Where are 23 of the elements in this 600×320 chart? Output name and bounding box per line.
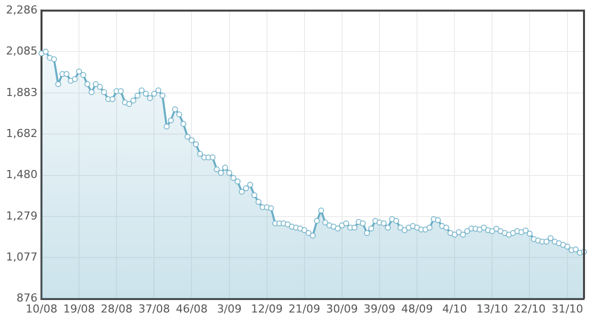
x-tick-label: 48/09	[401, 302, 433, 316]
y-tick-label: 1,682	[6, 126, 38, 140]
x-tick-label: 22/10	[514, 302, 546, 316]
y-tick-label: 876	[16, 292, 38, 305]
x-tick-label: 37/08	[138, 302, 170, 316]
x-tick-label: 31/10	[551, 302, 584, 316]
x-tick-label: 46/08	[176, 302, 208, 316]
x-tick-label: 10/08	[26, 302, 58, 316]
x-tick-label: 12/09	[250, 302, 283, 316]
y-tick-label: 2,085	[6, 44, 38, 58]
y-tick-label: 1,883	[6, 86, 38, 99]
x-tick-label: 30/09	[326, 302, 358, 316]
x-tick-label: 3/09	[216, 302, 242, 316]
x-tick-label: 4/10	[442, 302, 467, 316]
x-tick-label: 39/09	[364, 302, 396, 316]
y-tick-label: 1,480	[6, 168, 38, 182]
x-tick-label: 28/08	[100, 302, 132, 316]
x-tick-label: 13/10	[476, 302, 508, 316]
x-tick-label: 21/09	[288, 302, 320, 316]
y-tick-label: 1,077	[6, 250, 38, 264]
x-tick-label: 19/08	[63, 302, 95, 316]
y-tick-label: 1,279	[6, 209, 38, 222]
y-tick-label: 2,286	[6, 3, 38, 16]
